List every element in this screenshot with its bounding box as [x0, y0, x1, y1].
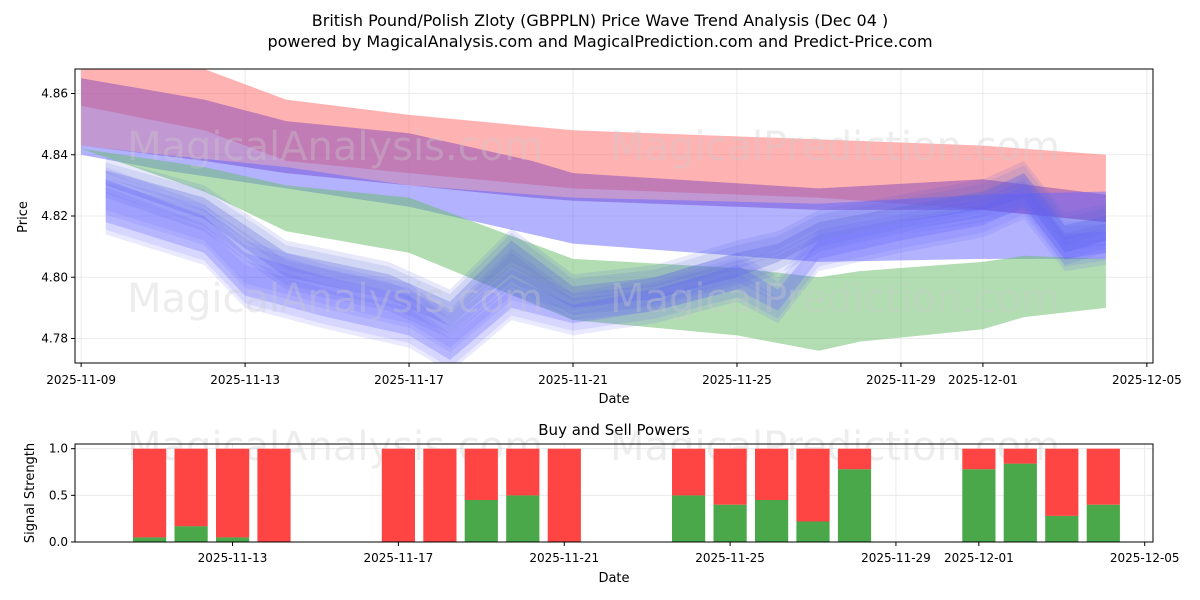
signal-y-tick-label: 1.0	[49, 442, 68, 456]
buy-bar	[1003, 463, 1037, 542]
sell-bar	[381, 448, 415, 542]
price-x-tick-label: 2025-11-21	[538, 373, 608, 387]
short-wave-dark-layer	[105, 157, 1106, 314]
buy-bar	[755, 500, 789, 542]
chart-title-line2: powered by MagicalAnalysis.com and Magic…	[267, 32, 932, 51]
sell-bar	[672, 448, 706, 496]
short-wave-dark-layer	[105, 182, 1106, 339]
price-y-tick-label: 4.78	[41, 332, 68, 346]
price-y-tick-label: 4.82	[41, 209, 68, 223]
short-wave-light-layer	[105, 179, 1106, 360]
signal-panel-title: Buy and Sell Powers	[538, 421, 690, 439]
signal-y-tick-label: 0.5	[49, 488, 68, 502]
short-wave-light-layer	[105, 191, 1106, 363]
sell-bar	[506, 448, 540, 496]
chart-title-line1: British Pound/Polish Zloty (GBPPLN) Pric…	[312, 11, 888, 30]
sell-bar	[962, 448, 996, 470]
price-wave-bands	[81, 69, 1106, 363]
signal-x-tick-label: 2025-11-17	[364, 551, 434, 565]
signal-y-axis-label: Signal Strength	[23, 443, 38, 543]
sell-bar	[174, 448, 208, 527]
sell-bar	[1086, 448, 1120, 505]
price-y-tick-label: 4.84	[41, 148, 68, 162]
sell-bar	[713, 448, 747, 505]
short-wave-dark-layer	[105, 177, 1106, 334]
signal-x-tick-label: 2025-11-25	[695, 551, 765, 565]
buy-bar	[174, 526, 208, 542]
watermark-prediction-top: MagicalPrediction.com	[610, 124, 1060, 170]
sell-bar	[133, 448, 167, 538]
sell-bar	[547, 448, 581, 542]
long-wave-green-area	[81, 148, 1106, 351]
price-y-ticks: 4.78 4.80 4.82 4.84 4.86	[41, 87, 75, 346]
signal-panel: Buy and Sell Powers MagicalAnalysis.com …	[23, 421, 1180, 586]
signal-y-ticks: 0.0 0.5 1.0	[49, 442, 75, 549]
price-x-tick-label: 2025-12-01	[948, 373, 1018, 387]
signal-x-tick-label: 2025-12-01	[944, 551, 1014, 565]
buy-bar	[837, 469, 872, 542]
buy-bar	[962, 469, 996, 542]
price-x-ticks: 2025-11-09 2025-11-13 2025-11-17 2025-11-21…	[46, 363, 1182, 387]
signal-x-tick-label: 2025-11-29	[861, 551, 931, 565]
watermark-analysis-middle: MagicalAnalysis.com	[127, 276, 543, 322]
buy-bar	[216, 537, 250, 542]
buy-bar	[796, 521, 830, 542]
buy-bar	[464, 500, 498, 542]
price-y-tick-label: 4.86	[41, 87, 68, 101]
buy-bar	[506, 495, 540, 542]
short-wave-light-layer	[105, 186, 1106, 363]
signal-x-tick-label: 2025-12-05	[1110, 551, 1180, 565]
price-x-axis-label: Date	[598, 392, 629, 407]
short-wave-light-layer	[105, 171, 1106, 353]
watermark-analysis-top: MagicalAnalysis.com	[127, 124, 543, 170]
buy-bar	[133, 537, 167, 542]
sell-bar	[755, 448, 789, 500]
signal-x-tick-label: 2025-11-21	[529, 551, 599, 565]
sell-bar	[216, 448, 250, 538]
signal-x-axis-label: Date	[598, 571, 629, 586]
sell-bar	[796, 448, 830, 522]
sell-bar	[1045, 448, 1079, 516]
signal-bars	[133, 448, 1120, 542]
buy-bar	[1086, 504, 1120, 542]
buy-bar	[672, 495, 706, 542]
signal-plot-frame	[74, 443, 1154, 543]
price-x-tick-label: 2025-11-17	[374, 373, 444, 387]
buy-bar	[1045, 515, 1079, 542]
sell-bar	[423, 448, 457, 542]
watermark-prediction-middle: MagicalPrediction.com	[610, 276, 1060, 322]
signal-y-tick-label: 0.0	[49, 535, 68, 549]
price-x-tick-label: 2025-11-09	[46, 373, 116, 387]
buy-bar	[713, 504, 747, 542]
price-panel: MagicalAnalysis.com MagicalPrediction.co…	[16, 68, 1182, 407]
price-y-axis-label: Price	[16, 201, 31, 233]
sell-bar	[257, 448, 291, 542]
sell-bar	[1003, 448, 1037, 464]
price-x-tick-label: 2025-11-25	[702, 373, 772, 387]
long-wave-red-area	[81, 69, 1106, 223]
short-wave-dark-layer	[105, 162, 1106, 319]
price-x-tick-label: 2025-12-05	[1112, 373, 1182, 387]
price-x-tick-label: 2025-11-13	[210, 373, 280, 387]
short-wave-dark-layer	[105, 170, 1106, 327]
short-wave-light-layer	[105, 167, 1106, 348]
price-x-tick-label: 2025-11-29	[866, 373, 936, 387]
price-y-tick-label: 4.80	[41, 270, 68, 284]
signal-x-ticks: 2025-11-13 2025-11-17 2025-11-21 2025-11-25…	[198, 542, 1180, 565]
long-wave-blue-area	[81, 145, 1106, 262]
sell-bar	[837, 448, 872, 470]
signal-x-tick-label: 2025-11-13	[198, 551, 268, 565]
sell-bar	[464, 448, 498, 500]
